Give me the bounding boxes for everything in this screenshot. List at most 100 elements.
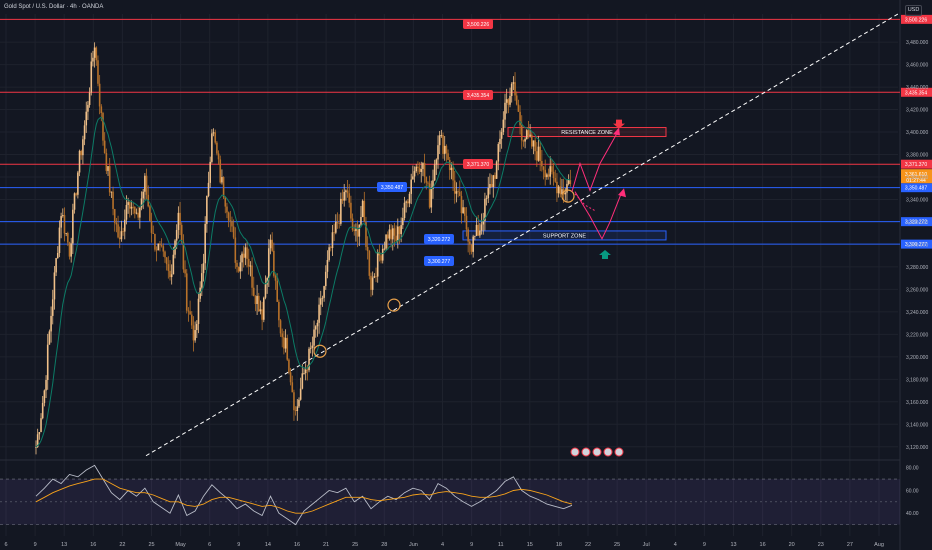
candle-body (422, 163, 424, 170)
candle-body (340, 198, 342, 224)
candle-body (154, 233, 156, 250)
candle-body (46, 344, 49, 380)
price-tick-label: 3,320.000 (906, 220, 928, 226)
candle-body (149, 206, 151, 222)
candle-body (326, 259, 329, 272)
candle-body (482, 220, 485, 225)
candle-body (261, 309, 263, 320)
candle-body (544, 169, 546, 178)
candle-body (41, 402, 44, 419)
candle-body (413, 171, 416, 177)
candle-body (351, 218, 354, 230)
candle-body (95, 47, 98, 61)
current-price-text: 3,361.610 (905, 172, 927, 178)
candle-body (107, 166, 109, 171)
candle-body (442, 135, 444, 154)
candle-body (324, 271, 327, 287)
candles (35, 42, 572, 455)
candle-body (276, 280, 278, 302)
time-tick-label: 9 (34, 542, 37, 548)
candle-body (551, 166, 553, 172)
candle-body (319, 298, 322, 305)
candle-body (232, 226, 235, 238)
candle-body (467, 229, 469, 242)
axis-level-text: 3,350.487 (905, 186, 927, 192)
candle-body (539, 146, 541, 162)
candle-body (68, 242, 71, 257)
candle-body (534, 140, 536, 152)
candle-body (241, 253, 243, 263)
candle-body (40, 418, 42, 433)
pivot-circle (387, 298, 401, 312)
candle-body (60, 216, 62, 228)
candle-body (279, 320, 282, 334)
candle-body (182, 241, 185, 270)
ema-line (35, 116, 571, 448)
candle-body (330, 247, 332, 249)
candle-body (510, 83, 513, 97)
price-tick-label: 3,240.000 (906, 310, 928, 316)
candle-body (519, 111, 521, 126)
candle-body (192, 325, 195, 341)
level-tag-text: 3,500.226 (467, 22, 489, 28)
candle-body (427, 182, 429, 184)
candle-body (157, 243, 160, 251)
candle-body (407, 201, 409, 204)
candle-body (251, 265, 253, 288)
event-icon (603, 447, 613, 457)
candle-body (514, 82, 516, 96)
candle-body (531, 134, 533, 147)
time-tick-label: 25 (614, 542, 620, 548)
candle-body (268, 248, 270, 278)
candle-body (549, 166, 552, 177)
candle-body (480, 224, 483, 231)
candle-body (38, 432, 41, 435)
candle-body (209, 161, 211, 183)
price-tick-label: 3,480.000 (906, 40, 928, 46)
candle-body (395, 235, 397, 241)
candle-body (51, 299, 54, 316)
currency-button[interactable]: USD (905, 5, 922, 16)
candle-body (221, 177, 223, 183)
candle-body (92, 57, 94, 62)
candle-body (164, 251, 166, 258)
price-axis: 3,120.000 3,140.000 3,160.000 3,180.000 3,20… (906, 40, 928, 517)
pivot-circle (313, 344, 327, 358)
candle-body (53, 272, 56, 300)
candle-body (214, 132, 217, 143)
candle-body (410, 179, 412, 194)
candle-body (98, 83, 101, 107)
candle-body (564, 192, 567, 195)
time-tick-label: 9 (470, 542, 473, 548)
candle-body (520, 125, 523, 141)
candle-body (412, 176, 414, 180)
dotted-path (574, 193, 596, 212)
candle-body (129, 202, 131, 209)
candle-body (365, 222, 367, 247)
candle-body (236, 262, 238, 268)
candle-body (175, 229, 178, 241)
rsi-tick-label: 60.00 (906, 488, 919, 494)
axis-level-box (901, 87, 932, 97)
candle-body (184, 269, 186, 274)
level-tag-text: 3,300.277 (428, 259, 450, 265)
candle-body (130, 206, 133, 209)
candle-body (246, 247, 248, 259)
trendline-dashed (145, 13, 899, 457)
candle-body (408, 193, 411, 204)
rsi-tick-label: 80.00 (906, 466, 919, 472)
candle-body (202, 263, 205, 274)
level-tag-text: 3,435.354 (467, 93, 489, 99)
candle-body (430, 189, 433, 208)
candle-body (432, 180, 434, 190)
candle-body (336, 222, 339, 224)
candle-body (296, 406, 299, 412)
candle-body (318, 304, 320, 323)
candle-body (559, 186, 562, 195)
price-tick-label: 3,460.000 (906, 63, 928, 69)
candle-body (376, 251, 379, 277)
candle-body (206, 195, 208, 224)
level-tag-box (377, 182, 407, 192)
candle-body (469, 241, 471, 245)
